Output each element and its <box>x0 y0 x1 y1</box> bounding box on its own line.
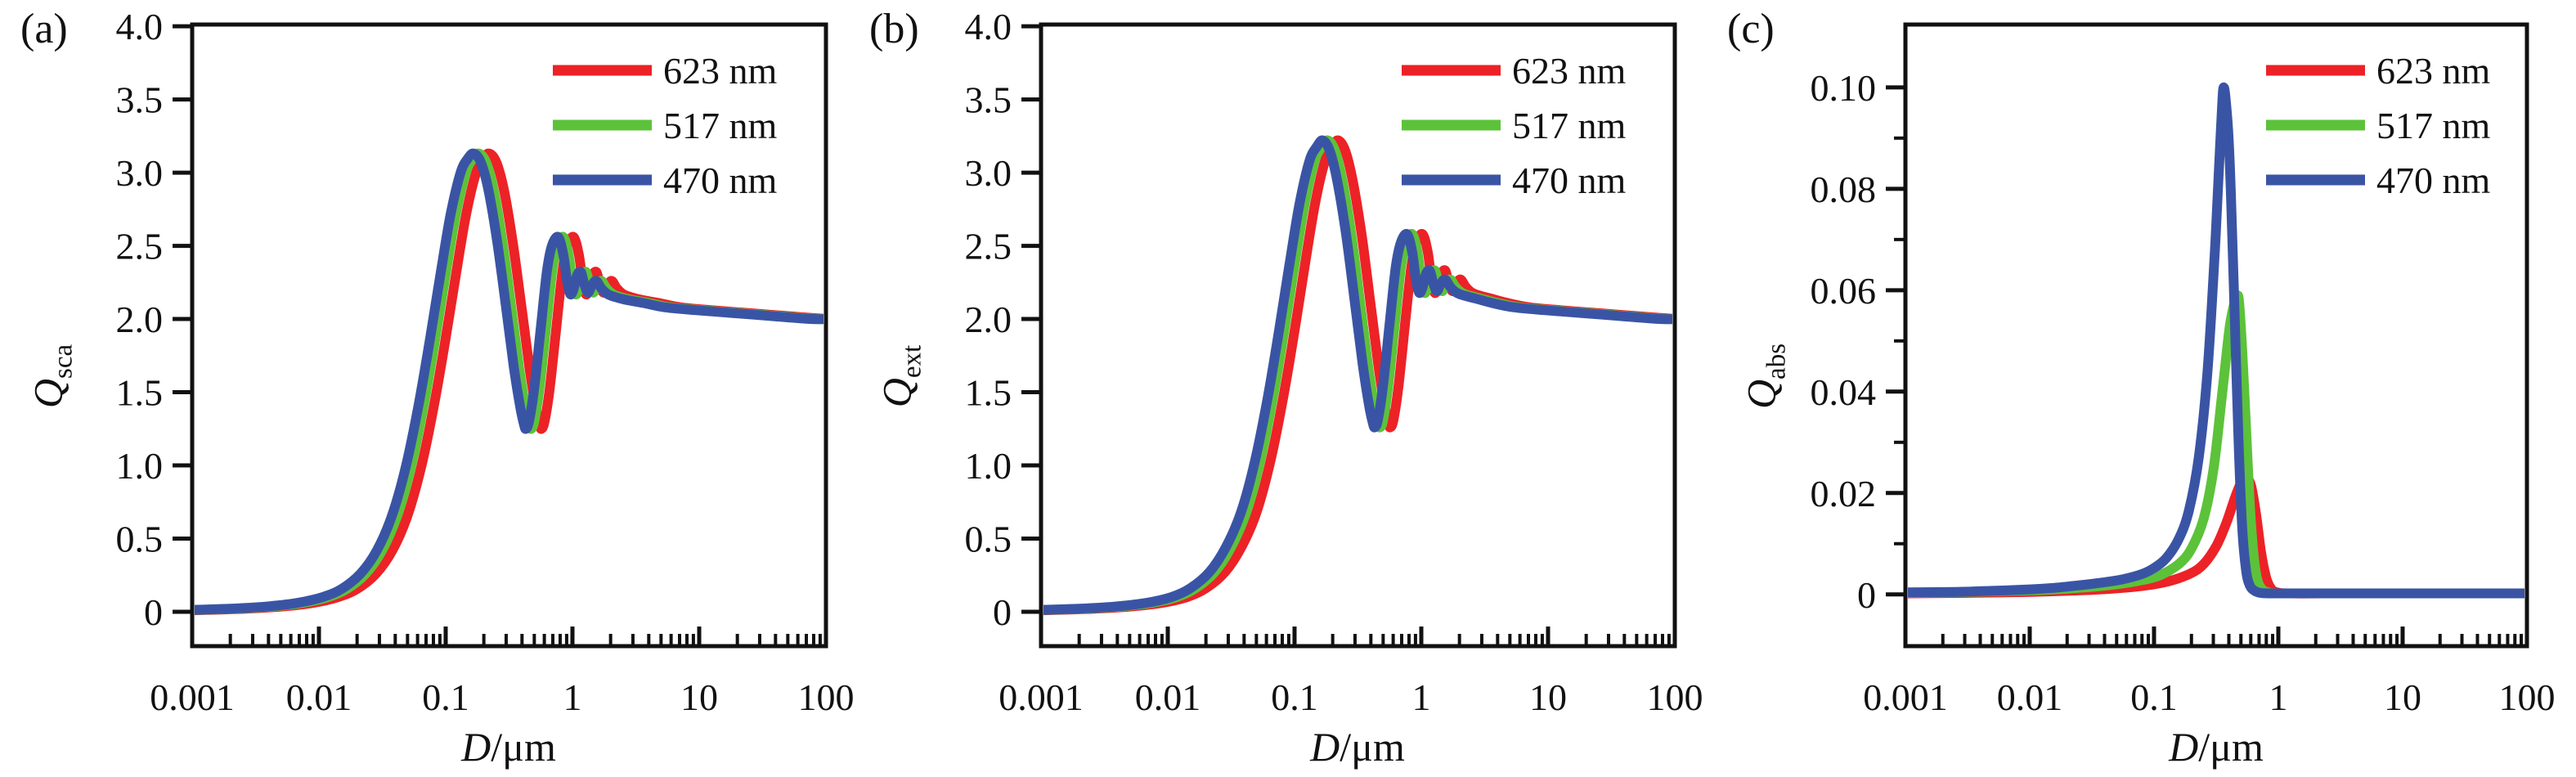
y-tick-label: 1.0 <box>965 445 1012 487</box>
curve-470-nm <box>1043 135 1672 615</box>
legend-label: 623 nm <box>1512 50 1627 92</box>
x-tick-label: 0.001 <box>999 676 1084 718</box>
y-tick-label: 0.04 <box>1811 371 1877 413</box>
x-tick-label: 0.1 <box>1271 676 1318 718</box>
y-tick-label: 2.0 <box>116 299 164 340</box>
y-axis-symbol: Q <box>1738 379 1784 410</box>
curve-470-nm <box>195 148 824 615</box>
x-tick-label: 0.001 <box>1863 676 1948 718</box>
x-tick-label: 0.001 <box>150 676 235 718</box>
x-tick-label: 0.01 <box>1135 676 1201 718</box>
x-tick-label: 10 <box>680 676 718 718</box>
y-tick-label: 3.5 <box>116 79 164 121</box>
panel-b: 0.001 0.01 0.1 1 10 100 0 0.5 1.0 1.5 2.0 2.5 3.0 3.5… <box>965 6 1703 718</box>
legend: 623 nm 517 nm 470 nm <box>1402 50 1627 201</box>
legend-label: 517 nm <box>663 105 778 146</box>
y-tick-label: 0.06 <box>1811 270 1877 312</box>
y-axis-symbol: Q <box>25 379 71 409</box>
x-axis-title-b: D/μm <box>1310 723 1405 770</box>
y-tick-label: 0.10 <box>1811 67 1877 109</box>
curve-area <box>1908 82 2524 599</box>
x-tick-label: 10 <box>1529 676 1567 718</box>
panel-label-b: (b) <box>869 6 919 52</box>
curve-area <box>195 148 824 616</box>
y-tick-label: 0.5 <box>965 518 1012 559</box>
legend-label: 517 nm <box>1512 105 1627 146</box>
x-axis-unit: /μm <box>2198 724 2264 770</box>
x-tick-label: 1 <box>1412 676 1431 718</box>
x-axis-unit: /μm <box>1340 724 1405 770</box>
y-axis-subscript: abs <box>1761 343 1792 380</box>
curve-623-nm <box>1043 135 1672 616</box>
curve-470-nm <box>1908 82 2524 599</box>
y-tick-label: 3.0 <box>116 152 164 194</box>
panel-label-c: (c) <box>1727 6 1775 52</box>
y-tick-label: 4.0 <box>965 6 1012 47</box>
y-tick-label: 0.08 <box>1811 168 1877 210</box>
y-tick-label: 2.5 <box>116 226 164 267</box>
curve-517-nm <box>195 148 824 615</box>
y-tick-label: 0.02 <box>1811 473 1877 514</box>
x-axis-unit: /μm <box>491 724 556 770</box>
y-tick-label: 0 <box>1857 574 1876 616</box>
panel-c: 0.001 0.01 0.1 1 10 100 0 0.02 0.04 0.06 0.08 0.10 6… <box>1811 22 2556 718</box>
y-tick-label: 1.5 <box>116 372 164 414</box>
x-tick-label: 10 <box>2384 676 2421 718</box>
curve-517-nm <box>1043 135 1672 615</box>
x-tick-label: 0.01 <box>1997 676 2063 718</box>
legend: 623 nm 517 nm 470 nm <box>553 50 778 201</box>
legend: 623 nm 517 nm 470 nm <box>2266 50 2491 201</box>
y-tick-label: 2.0 <box>965 299 1012 340</box>
y-axis-title-b: Qext <box>873 345 928 407</box>
plot-frame <box>190 22 828 649</box>
panel-a: 0.001 0.01 0.1 1 10 100 0 0.5 1.0 1.5 2.0 2.5 3.0 3.5… <box>116 6 855 718</box>
y-tick-label: 0 <box>993 591 1012 633</box>
plot-frame <box>1039 22 1677 649</box>
y-tick-label: 0.5 <box>116 518 164 559</box>
y-tick-label: 2.5 <box>965 226 1012 267</box>
y-axis-title-c: Qabs <box>1738 344 1793 409</box>
legend-label: 470 nm <box>1512 159 1627 201</box>
x-tick-label: 1 <box>2269 676 2288 718</box>
y-axis-title-a: Qsca <box>25 344 79 408</box>
x-axis-title-a: D/μm <box>461 723 556 770</box>
y-axis-subscript: sca <box>48 344 79 380</box>
curve-area <box>1043 135 1672 616</box>
plot-frame <box>1903 22 2529 649</box>
legend-label: 623 nm <box>663 50 778 92</box>
panel-label-a: (a) <box>20 6 68 52</box>
legend-label: 470 nm <box>2376 159 2491 201</box>
x-tick-label: 0.1 <box>422 676 469 718</box>
y-tick-label: 3.5 <box>965 79 1012 121</box>
legend-label: 623 nm <box>2376 50 2491 92</box>
legend-label: 470 nm <box>663 159 778 201</box>
curve-623-nm <box>1908 473 2524 599</box>
x-tick-label: 100 <box>1647 676 1703 718</box>
y-tick-label: 3.0 <box>965 152 1012 194</box>
x-tick-label: 100 <box>2499 676 2556 718</box>
x-axis-title-c: D/μm <box>2169 723 2264 770</box>
y-tick-label: 0 <box>144 591 163 633</box>
x-tick-label: 0.01 <box>286 676 352 718</box>
y-axis-subscript: ext <box>897 344 927 379</box>
y-axis-symbol: Q <box>873 378 920 408</box>
x-tick-label: 1 <box>563 676 582 718</box>
y-tick-label: 4.0 <box>116 6 164 47</box>
legend-label: 517 nm <box>2376 105 2491 146</box>
x-axis-symbol: D <box>2169 724 2199 770</box>
x-axis-symbol: D <box>461 724 491 770</box>
x-axis-symbol: D <box>1310 724 1340 770</box>
curve-623-nm <box>195 148 824 616</box>
y-tick-label: 1.5 <box>965 372 1012 414</box>
x-tick-label: 0.1 <box>2130 676 2178 718</box>
x-tick-label: 100 <box>798 676 855 718</box>
y-tick-label: 1.0 <box>116 445 164 487</box>
